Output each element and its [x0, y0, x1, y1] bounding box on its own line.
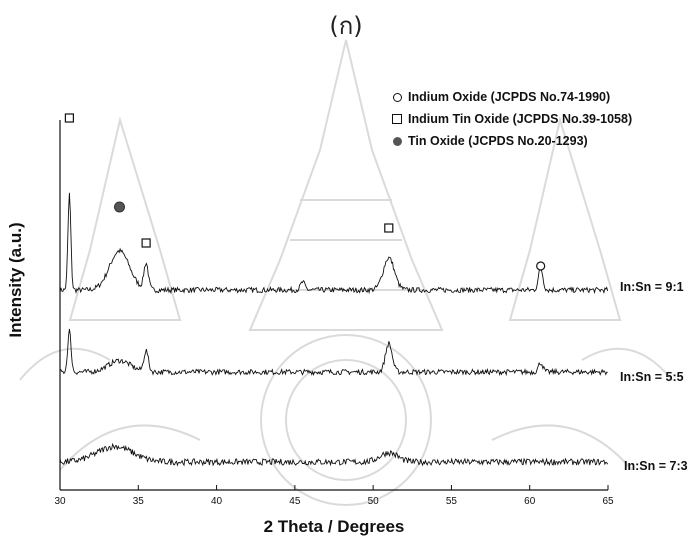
- legend-label: Indium Oxide (JCPDS No.74-1990): [408, 90, 611, 104]
- peak-marker-square: [384, 223, 394, 233]
- x-axis-label: 2 Theta / Degrees: [263, 517, 405, 536]
- series-label-5-5: In:Sn = 5:5: [620, 370, 684, 384]
- x-tick-label: 65: [602, 496, 614, 507]
- peak-marker-filled-circle: [113, 201, 125, 213]
- peak-marker-square: [64, 113, 74, 123]
- legend: Indium Oxide (JCPDS No.74-1990) Indium T…: [390, 86, 632, 152]
- series-line-2: [59, 328, 608, 377]
- legend-label: Tin Oxide (JCPDS No.20-1293): [408, 134, 588, 148]
- x-tick-label: 40: [211, 496, 223, 507]
- figure-sublabel: (ก): [329, 12, 363, 40]
- legend-item-tin-oxide: Tin Oxide (JCPDS No.20-1293): [390, 130, 632, 152]
- plot-frame: [59, 120, 608, 491]
- open-square-icon: [390, 114, 404, 124]
- x-tick-label: 55: [446, 496, 458, 507]
- x-tick-label: 35: [133, 496, 145, 507]
- legend-item-indium-tin-oxide: Indium Tin Oxide (JCPDS No.39-1058): [390, 108, 632, 130]
- y-axis-label: Intensity (a.u.): [6, 222, 25, 338]
- x-tick-label: 60: [524, 496, 536, 507]
- legend-item-indium-oxide: Indium Oxide (JCPDS No.74-1990): [390, 86, 632, 108]
- open-circle-icon: [390, 92, 404, 102]
- series-label-7-3: In:Sn = 7:3: [624, 459, 688, 473]
- x-axis-ticks: 30 35 40 45 50 55 60 65: [54, 485, 614, 507]
- x-tick-label: 30: [54, 496, 66, 507]
- peak-markers: [64, 113, 546, 271]
- x-tick-label: 45: [289, 496, 301, 507]
- peak-marker-circle: [536, 261, 546, 271]
- filled-circle-icon: [390, 136, 404, 146]
- x-tick-label: 50: [368, 496, 380, 507]
- legend-label: Indium Tin Oxide (JCPDS No.39-1058): [408, 112, 633, 126]
- series-line-1: [59, 192, 609, 295]
- peak-marker-square: [141, 238, 151, 248]
- series-lines: [59, 192, 609, 467]
- series-line-3: [59, 442, 609, 467]
- series-label-9-1: In:Sn = 9:1: [620, 280, 684, 294]
